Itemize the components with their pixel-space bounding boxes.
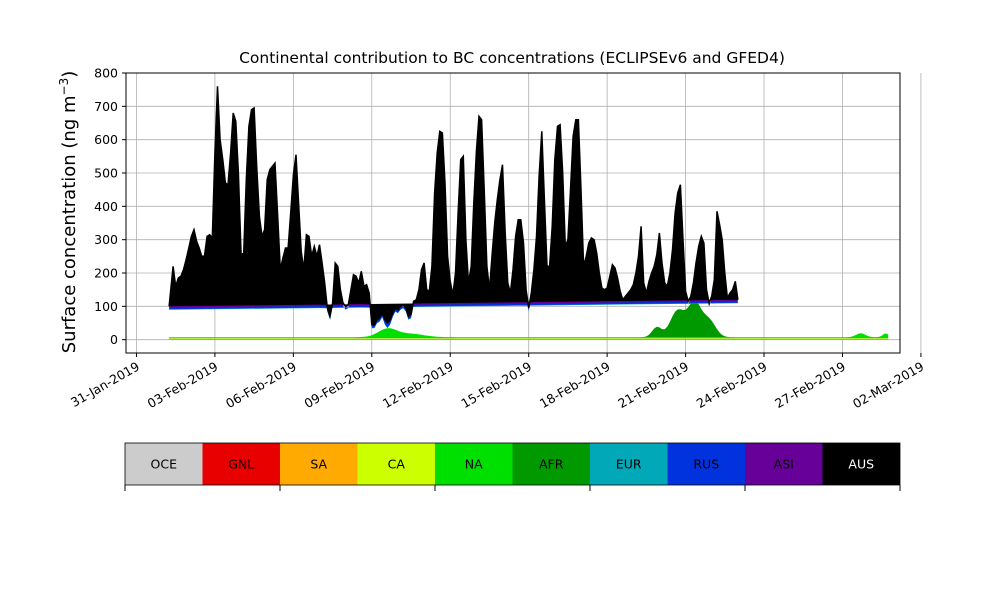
area-total-outline (168, 86, 739, 326)
legend-label-gnl: GNL (228, 457, 254, 472)
area-series (168, 86, 889, 340)
y-tick-label: 800 (94, 66, 118, 81)
y-tick-label: 600 (94, 132, 118, 147)
y-tick-label: 700 (94, 99, 118, 114)
y-axis-label-superscript: −3 (57, 78, 71, 96)
y-tick-label: 400 (94, 199, 118, 214)
legend-label-oce: OCE (151, 457, 178, 472)
legend-label-na: NA (465, 457, 483, 472)
legend-swatch-gnl (202, 443, 280, 485)
area-afr (169, 300, 889, 338)
legend-label-eur: EUR (616, 457, 642, 472)
legend-label-rus: RUS (693, 457, 719, 472)
y-tick-label: 500 (94, 166, 118, 181)
y-axis-label: Surface concentration (ng m−3) (57, 71, 80, 354)
plot-frame (125, 72, 901, 354)
y-axis-label-main: Surface concentration (ng m (59, 95, 80, 353)
legend-swatch-sa (280, 443, 358, 485)
y-tick-label: 0 (110, 332, 118, 347)
legend-swatch-na (435, 443, 513, 485)
area-aus (169, 86, 738, 325)
y-tick-label: 100 (94, 299, 118, 314)
legend-swatch-ca (357, 443, 435, 485)
legend-frame (124, 442, 901, 486)
y-tick-label: 200 (94, 266, 118, 281)
legend-label-ca: CA (388, 457, 406, 472)
y-tick-label: 300 (94, 232, 118, 247)
legend-label-sa: SA (310, 457, 327, 472)
legend-label-asi: ASI (774, 457, 794, 472)
legend-swatch-asi (745, 443, 823, 485)
legend-label-aus: AUS (848, 457, 874, 472)
legend-swatch-eur (590, 443, 668, 485)
legend-swatch-afr (512, 443, 590, 485)
legend: OCE GNL SA CA NA AFR EUR RUS ASI AUS (124, 442, 901, 491)
area-oce (169, 339, 889, 340)
legend-label-afr: AFR (539, 457, 564, 472)
chart-title: Continental contribution to BC concentra… (239, 49, 785, 67)
area-ca (169, 338, 889, 339)
legend-swatch-aus (822, 443, 900, 485)
legend-swatch-rus (667, 443, 745, 485)
area-na (169, 328, 889, 339)
legend-swatch-oce (125, 443, 203, 485)
y-axis-label-close: ) (59, 71, 80, 78)
